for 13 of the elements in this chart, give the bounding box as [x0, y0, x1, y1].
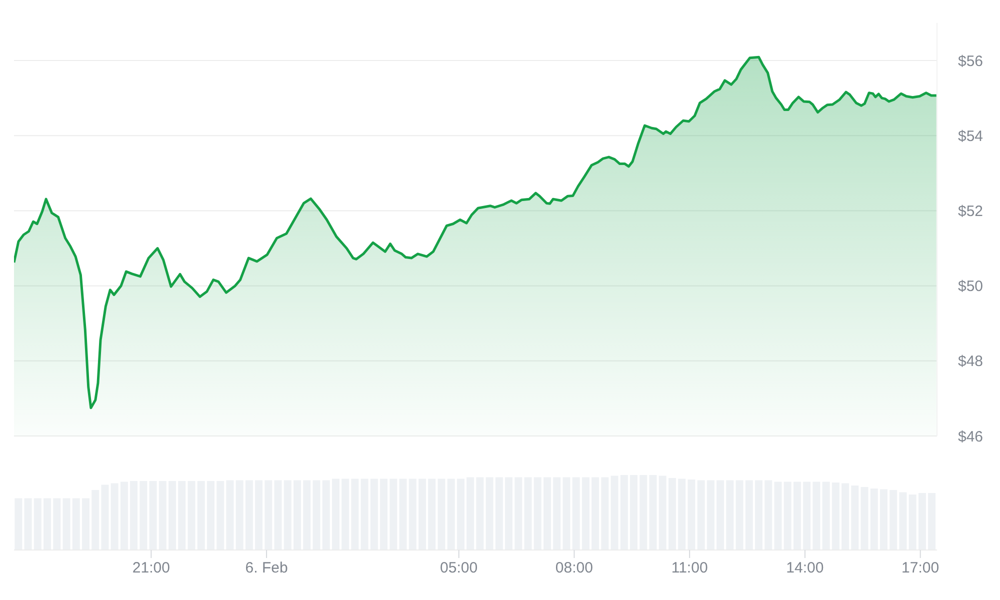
x-tick-label: 17:00	[902, 560, 940, 577]
y-tick-label: $48	[958, 353, 984, 370]
x-tick-label: 08:00	[555, 560, 593, 577]
x-tick-label: 11:00	[671, 560, 708, 577]
x-tick-label: 05:00	[440, 560, 478, 577]
y-tick-label: $56	[958, 52, 984, 70]
y-tick-label: $54	[958, 128, 984, 145]
x-tick-label: 6. Feb	[245, 560, 288, 577]
y-tick-label: $50	[958, 278, 984, 296]
y-tick-label: $46	[958, 428, 984, 446]
x-tick-label: 14:00	[786, 560, 824, 577]
x-tick-label: 21:00	[132, 560, 170, 577]
y-tick-label: $52	[958, 203, 984, 220]
